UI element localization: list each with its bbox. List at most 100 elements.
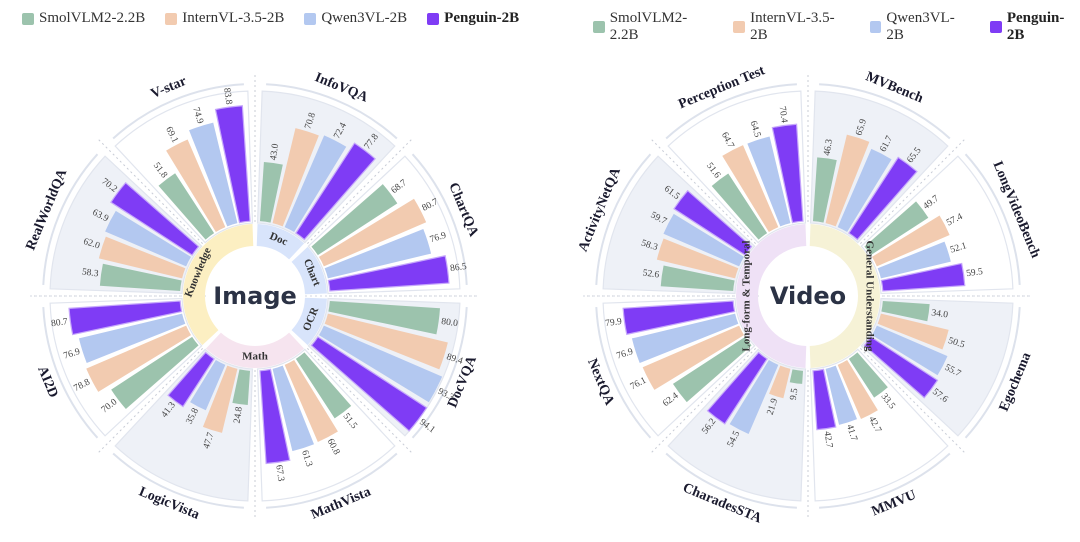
legend-swatch bbox=[733, 21, 746, 33]
legend-item: Qwen3VL-2B bbox=[304, 10, 407, 27]
bar-internvl-3-5-2b bbox=[877, 313, 949, 350]
center-title: Video bbox=[770, 282, 846, 310]
legend-item: InternVL-3.5-2B bbox=[165, 10, 284, 27]
bar-internvl-3-5-2b bbox=[202, 365, 238, 433]
value-label: 70.8 bbox=[304, 111, 319, 130]
value-label: 59.5 bbox=[966, 267, 984, 279]
bar-internvl-3-5-2b bbox=[656, 238, 739, 279]
bar-qwen3vl-2b bbox=[837, 148, 892, 233]
bar-smolvlm2-2-2b bbox=[812, 157, 837, 223]
legend-swatch bbox=[304, 12, 317, 25]
bar-smolvlm2-2-2b bbox=[672, 336, 752, 403]
value-label: 41.7 bbox=[844, 423, 859, 442]
value-label: 80.0 bbox=[441, 317, 459, 329]
legend-item: InternVL-3.5-2B bbox=[733, 10, 849, 44]
sector-background bbox=[809, 348, 949, 502]
value-label: 34.0 bbox=[931, 308, 949, 320]
legend-label: Penguin-2B bbox=[1006, 10, 1065, 43]
value-label: 76.9 bbox=[616, 347, 635, 362]
legend-label: SmolVLM2-2.2B bbox=[39, 10, 146, 26]
bar-qwen3vl-2b bbox=[284, 135, 347, 233]
bar-smolvlm2-2-2b bbox=[232, 369, 251, 405]
group-ring-segment bbox=[256, 224, 305, 260]
category-label: ChartQA bbox=[445, 181, 481, 240]
bar-internvl-3-5-2b bbox=[871, 215, 950, 267]
value-label: 52.6 bbox=[642, 268, 660, 280]
bar-qwen3vl-2b bbox=[729, 359, 779, 434]
bar-internvl-3-5-2b bbox=[837, 359, 878, 420]
bar-qwen3vl-2b bbox=[825, 365, 858, 425]
bar-smolvlm2-2-2b bbox=[295, 352, 352, 419]
bar-penguin-2b bbox=[110, 181, 200, 256]
bar-smolvlm2-2-2b bbox=[789, 369, 804, 384]
group-label: Math bbox=[242, 351, 268, 363]
value-label: 79.9 bbox=[605, 317, 623, 329]
value-label: 64.5 bbox=[748, 120, 763, 139]
bar-smolvlm2-2-2b bbox=[660, 265, 735, 292]
legend-label: Qwen3VL-2B bbox=[321, 10, 408, 26]
center-hub bbox=[759, 247, 857, 345]
value-label: 86.5 bbox=[450, 262, 468, 274]
bar-penguin-2b bbox=[848, 156, 918, 241]
value-label: 58.3 bbox=[81, 267, 99, 279]
category-label: MMVU bbox=[870, 488, 919, 520]
legend-label: Qwen3VL-2B bbox=[886, 10, 955, 43]
value-label: 42.7 bbox=[822, 431, 834, 449]
value-label: 58.3 bbox=[640, 238, 659, 253]
bar-internvl-3-5-2b bbox=[769, 365, 791, 399]
category-label: NextQA bbox=[584, 356, 617, 408]
bar-internvl-3-5-2b bbox=[318, 198, 427, 267]
group-ring-segment bbox=[735, 224, 807, 368]
legend-label: Penguin-2B bbox=[444, 10, 520, 26]
legend-item: Penguin-2B bbox=[427, 10, 519, 27]
bar-smolvlm2-2-2b bbox=[158, 173, 215, 240]
bar-penguin-2b bbox=[259, 368, 291, 465]
bar-internvl-3-5-2b bbox=[86, 325, 192, 392]
group-ring-segment bbox=[205, 332, 305, 369]
bar-penguin-2b bbox=[863, 336, 939, 399]
bar-qwen3vl-2b bbox=[877, 241, 951, 279]
value-label: 76.9 bbox=[63, 347, 82, 362]
bar-qwen3vl-2b bbox=[663, 213, 745, 267]
group-ring-segment bbox=[291, 297, 327, 346]
group-label: General Understanding bbox=[863, 241, 875, 352]
value-label: 21.9 bbox=[766, 397, 781, 416]
bar-penguin-2b bbox=[310, 336, 428, 432]
legend-item: SmolVLM2-2.2B bbox=[22, 10, 145, 27]
legend-label: SmolVLM2-2.2B bbox=[609, 10, 688, 43]
legend-swatch bbox=[427, 12, 440, 25]
bar-smolvlm2-2-2b bbox=[711, 173, 768, 240]
value-label: 9.5 bbox=[789, 387, 801, 400]
value-label: 65.9 bbox=[854, 118, 869, 137]
bar-penguin-2b bbox=[214, 105, 251, 224]
legend-swatch bbox=[165, 12, 178, 25]
bar-internvl-3-5-2b bbox=[324, 313, 448, 370]
group-ring-segment bbox=[183, 224, 254, 346]
bar-smolvlm2-2-2b bbox=[311, 184, 398, 256]
bar-penguin-2b bbox=[706, 351, 768, 425]
radial-chart-image: 43.070.872.477.8InfoVQA68.780.776.986.5C… bbox=[23, 70, 481, 523]
legend-label: InternVL-3.5-2B bbox=[750, 10, 835, 43]
legend-item: Qwen3VL-2B bbox=[869, 10, 970, 44]
value-label: 46.3 bbox=[823, 138, 835, 156]
bar-penguin-2b bbox=[68, 300, 183, 336]
bar-internvl-3-5-2b bbox=[284, 359, 338, 442]
bar-internvl-3-5-2b bbox=[642, 325, 745, 390]
bar-smolvlm2-2-2b bbox=[111, 336, 199, 410]
value-label: 43.0 bbox=[269, 143, 281, 161]
value-label: 89.4 bbox=[445, 352, 464, 367]
bar-internvl-3-5-2b bbox=[98, 236, 186, 279]
group-ring-segment bbox=[291, 246, 327, 295]
legend-image: SmolVLM2-2.2B InternVL-3.5-2B Qwen3VL-2B Pe… bbox=[22, 10, 519, 27]
radial-chart-video: 46.365.961.765.5MVBench49.757.452.159.5L… bbox=[576, 63, 1043, 527]
bar-qwen3vl-2b bbox=[272, 365, 315, 452]
bar-penguin-2b bbox=[327, 255, 450, 292]
bar-penguin-2b bbox=[295, 142, 376, 241]
value-label: 47.7 bbox=[202, 431, 217, 450]
legend-item: Penguin-2B bbox=[990, 10, 1080, 44]
value-label: 83.8 bbox=[221, 87, 233, 105]
center-hub bbox=[206, 247, 304, 345]
bar-qwen3vl-2b bbox=[318, 325, 443, 403]
value-label: 50.5 bbox=[947, 336, 966, 351]
value-label: 94.1 bbox=[417, 417, 436, 435]
